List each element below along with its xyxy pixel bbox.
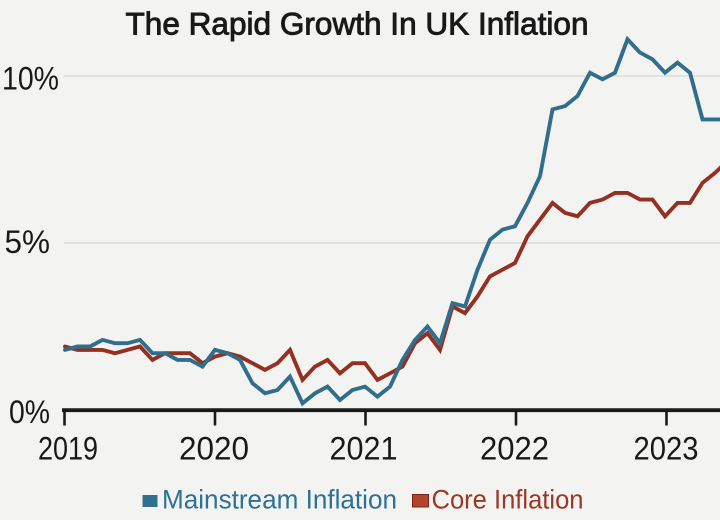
svg-text:2019: 2019 — [38, 431, 98, 467]
svg-text:2023: 2023 — [634, 431, 699, 467]
svg-text:2022: 2022 — [480, 431, 549, 467]
svg-text:10%: 10% — [2, 61, 59, 97]
svg-text:0%: 0% — [9, 394, 50, 430]
svg-text:Mainstream Inflation: Mainstream Inflation — [162, 485, 397, 515]
svg-text:2021: 2021 — [330, 431, 398, 467]
svg-text:The Rapid Growth In UK Inflati: The Rapid Growth In UK Inflation — [126, 6, 589, 42]
svg-text:2020: 2020 — [179, 431, 249, 467]
svg-text:5%: 5% — [5, 224, 51, 260]
svg-text:Core Inflation: Core Inflation — [432, 485, 584, 515]
